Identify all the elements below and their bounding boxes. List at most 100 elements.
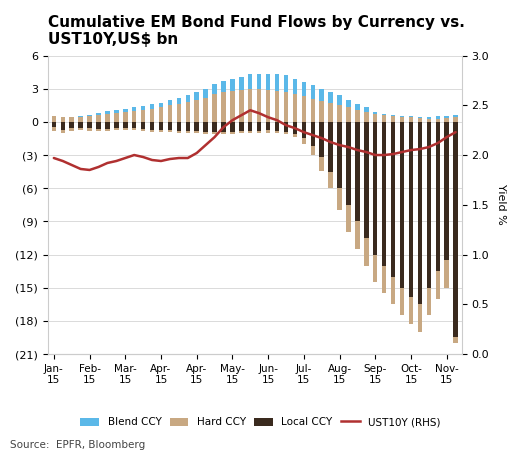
Bar: [409, 117, 413, 122]
Bar: [221, 122, 226, 132]
Bar: [114, 113, 119, 122]
Bar: [168, 105, 172, 122]
Bar: [427, 288, 431, 315]
Bar: [88, 115, 92, 116]
Bar: [185, 122, 190, 131]
Bar: [284, 92, 288, 122]
Bar: [123, 122, 128, 128]
Bar: [444, 122, 449, 260]
Bar: [114, 122, 119, 128]
Bar: [88, 116, 92, 122]
Bar: [221, 81, 226, 92]
Bar: [400, 116, 404, 117]
Bar: [96, 129, 101, 131]
Bar: [382, 114, 387, 115]
Bar: [114, 128, 119, 130]
Bar: [230, 122, 234, 131]
Bar: [132, 122, 137, 128]
Bar: [266, 90, 270, 122]
Bar: [328, 122, 333, 172]
Bar: [213, 94, 217, 122]
Bar: [382, 122, 387, 266]
Bar: [409, 116, 413, 117]
Bar: [69, 117, 74, 122]
Bar: [213, 84, 217, 94]
Bar: [78, 128, 83, 130]
Bar: [364, 238, 368, 266]
Bar: [257, 122, 262, 131]
Bar: [221, 132, 226, 134]
Bar: [159, 107, 163, 122]
Text: Source:  EPFR, Bloomberg: Source: EPFR, Bloomberg: [10, 440, 146, 450]
Bar: [453, 338, 458, 343]
Bar: [141, 110, 145, 122]
Bar: [248, 89, 253, 122]
Bar: [418, 118, 422, 122]
Bar: [337, 95, 342, 105]
Bar: [275, 91, 279, 122]
Bar: [275, 131, 279, 133]
Bar: [266, 74, 270, 90]
Bar: [168, 100, 172, 105]
Bar: [60, 122, 65, 130]
Bar: [453, 117, 458, 122]
Bar: [355, 222, 359, 249]
Bar: [444, 116, 449, 118]
Bar: [105, 122, 109, 129]
Bar: [230, 91, 234, 122]
Bar: [185, 102, 190, 122]
Bar: [132, 111, 137, 122]
Bar: [364, 122, 368, 238]
Bar: [453, 115, 458, 117]
Legend: Blend CCY, Hard CCY, Local CCY, UST10Y (RHS): Blend CCY, Hard CCY, Local CCY, UST10Y (…: [76, 413, 445, 432]
Bar: [185, 95, 190, 102]
Bar: [248, 74, 253, 89]
Bar: [96, 122, 101, 129]
Bar: [123, 128, 128, 130]
Bar: [400, 122, 404, 288]
Bar: [203, 97, 208, 122]
Bar: [355, 110, 359, 122]
Bar: [78, 122, 83, 128]
Bar: [78, 117, 83, 122]
Bar: [52, 127, 56, 131]
Bar: [409, 122, 413, 297]
Bar: [132, 128, 137, 130]
Bar: [293, 79, 297, 94]
Bar: [284, 76, 288, 92]
Bar: [302, 138, 306, 144]
Bar: [69, 122, 74, 128]
Bar: [266, 122, 270, 131]
Bar: [105, 111, 109, 114]
Bar: [453, 122, 458, 338]
Bar: [444, 118, 449, 122]
Bar: [221, 92, 226, 122]
Bar: [177, 98, 181, 104]
Bar: [409, 297, 413, 324]
Bar: [436, 116, 440, 119]
Bar: [373, 112, 378, 114]
Bar: [373, 114, 378, 122]
Bar: [302, 82, 306, 96]
Bar: [194, 131, 199, 133]
Bar: [436, 122, 440, 271]
Bar: [391, 116, 395, 122]
Bar: [391, 277, 395, 304]
Bar: [436, 271, 440, 299]
Bar: [159, 102, 163, 107]
Bar: [293, 134, 297, 137]
Bar: [96, 115, 101, 122]
Bar: [275, 122, 279, 131]
Bar: [105, 129, 109, 131]
Bar: [194, 122, 199, 131]
Bar: [177, 131, 181, 133]
Bar: [319, 101, 324, 122]
Bar: [150, 104, 154, 109]
Bar: [60, 117, 65, 122]
Bar: [284, 122, 288, 132]
Bar: [69, 128, 74, 131]
Bar: [418, 122, 422, 304]
Bar: [418, 117, 422, 118]
Bar: [373, 122, 378, 254]
Bar: [328, 92, 333, 103]
